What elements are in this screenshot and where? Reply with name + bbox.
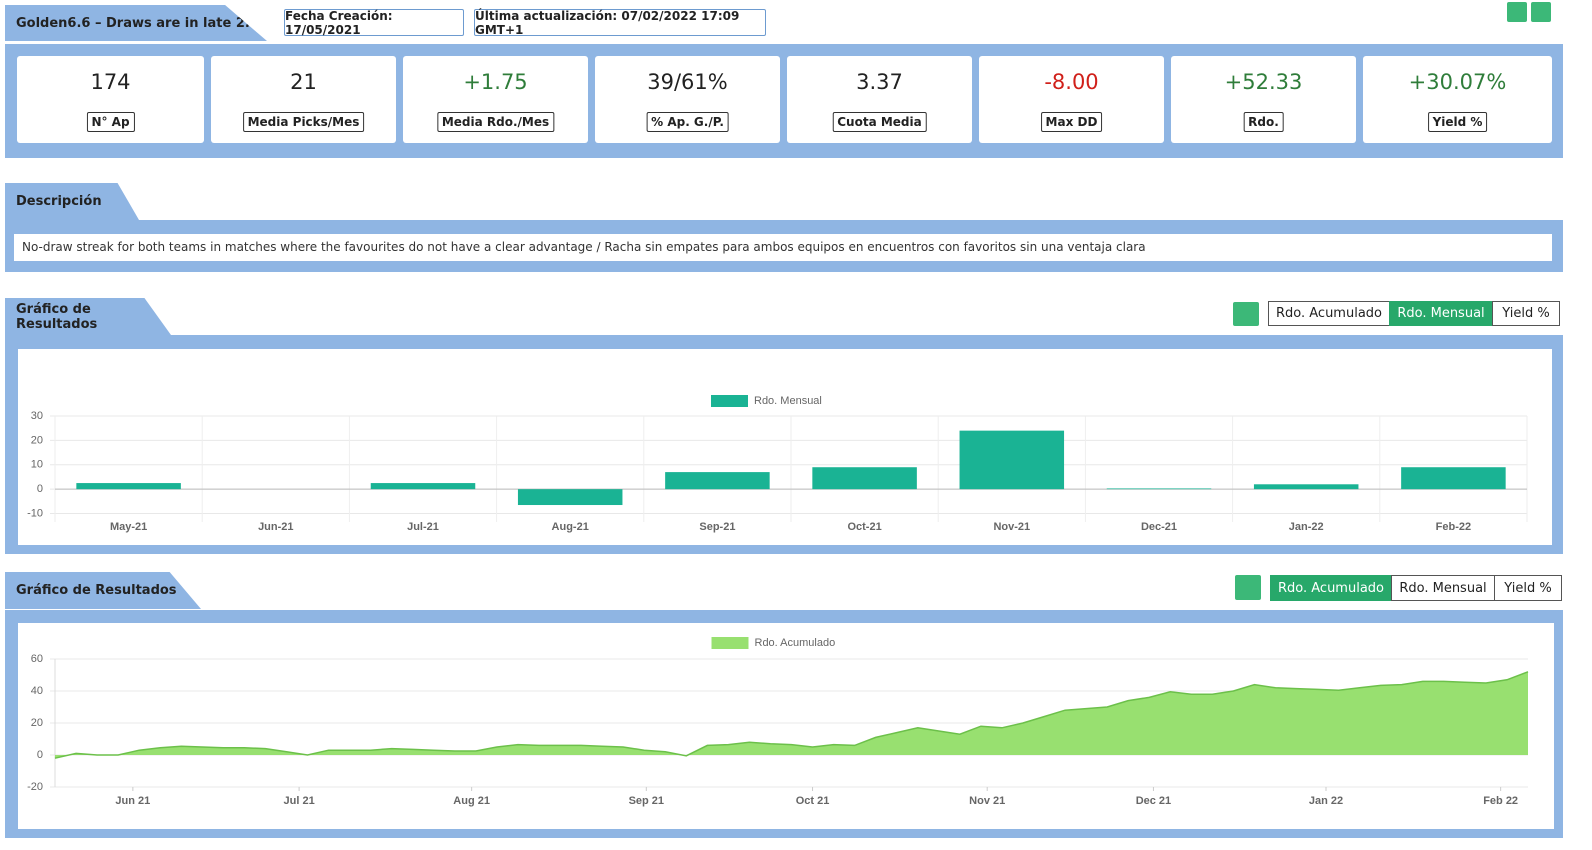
bar [1106,488,1212,490]
y-tick-label: 20 [31,434,43,446]
x-tick-label: Dec-21 [1141,521,1177,533]
x-tick-label: Jun-21 [258,521,293,533]
stat-label: Yield % [1427,112,1488,132]
chart-title: Gráfico de Resultados [5,298,171,335]
y-tick-label: 0 [37,749,43,761]
stat-value: -8.00 [1044,70,1099,94]
header-title: Golden6.6 – Draws are in late 2.0 [5,5,267,41]
bar [370,483,476,490]
bar [665,472,770,490]
x-tick-label: Aug-21 [552,521,589,533]
bar [1401,467,1506,490]
y-tick-label: 60 [31,653,43,665]
stat-label: Max DD [1040,112,1103,132]
stat-value: 21 [290,70,317,94]
stat-card: 39/61% % Ap. G./P. [595,56,780,143]
stat-card: 21 Media Picks/Mes [211,56,396,143]
toggle-button[interactable]: Rdo. Mensual [1389,301,1493,326]
chart-area [18,349,1552,545]
x-tick-label: Dec 21 [1136,795,1171,807]
updated-date: Última actualización: 07/02/2022 17:09 G… [474,9,766,37]
x-tick-label: Feb-22 [1436,521,1471,533]
y-tick-label: 10 [31,459,43,471]
legend-label: Rdo. Mensual [754,395,822,407]
stats-panel: 174 N° Ap 21 Media Picks/Mes +1.75 Media Rd… [5,44,1563,158]
bar [959,430,1065,490]
x-tick-label: Sep-21 [699,521,735,533]
download-button[interactable] [1233,302,1259,326]
x-tick-label: Aug 21 [453,795,490,807]
bar [1253,484,1359,490]
stat-value: 174 [90,70,131,94]
stat-value: +30.07% [1408,70,1507,94]
mail-icon[interactable] [1531,2,1551,22]
x-tick-label: Oct-21 [847,521,881,533]
legend-swatch [711,395,748,407]
stat-card: 174 N° Ap [17,56,204,143]
x-tick-label: May-21 [110,521,147,533]
stat-value: +52.33 [1224,70,1303,94]
y-tick-label: 30 [31,410,43,422]
x-tick-label: Jul-21 [407,521,439,533]
chart-panel [5,335,1563,554]
area-fill [55,671,1528,759]
stat-card: 3.37 Cuota Media [787,56,972,143]
y-tick-label: -20 [27,781,43,793]
bar [812,467,917,490]
legend-swatch [711,637,749,649]
x-tick-label: Jan 22 [1309,795,1343,807]
stat-label: Media Picks/Mes [242,112,365,132]
toggle-button[interactable]: Yield % [1492,301,1560,326]
toggle-button[interactable]: Rdo. Acumulado [1270,575,1392,601]
y-tick-label: 20 [31,717,43,729]
stat-card: -8.00 Max DD [979,56,1164,143]
y-tick-label: -10 [27,507,43,519]
stat-card: +52.33 Rdo. [1171,56,1356,143]
stat-label: Rdo. [1243,112,1284,132]
toggle-button[interactable]: Yield % [1494,575,1562,601]
x-tick-label: Sep 21 [629,795,664,807]
x-tick-label: Jul 21 [284,795,315,807]
y-tick-label: 0 [37,483,43,495]
stat-card: +30.07% Yield % [1363,56,1552,143]
legend-label: Rdo. Acumulado [755,637,836,649]
stat-label: Cuota Media [832,112,927,132]
download-icon[interactable] [1507,2,1527,22]
description-text: No-draw streak for both teams in matches… [14,234,1552,261]
x-tick-label: Jun 21 [115,795,150,807]
description-panel: No-draw streak for both teams in matches… [5,220,1563,272]
x-tick-label: Jan-22 [1289,521,1324,533]
stat-value: 3.37 [856,70,903,94]
x-tick-label: Oct 21 [796,795,830,807]
x-tick-label: Feb 22 [1483,795,1518,807]
toggle-button[interactable]: Rdo. Mensual [1391,575,1495,601]
stat-card: +1.75 Media Rdo./Mes [403,56,588,143]
chart-title: Gráfico de Resultados [5,572,201,609]
description-title: Descripción [5,183,139,220]
bar [517,489,623,506]
stat-label: Media Rdo./Mes [436,112,555,132]
y-tick-label: 40 [31,685,43,697]
download-button[interactable] [1235,575,1261,600]
x-tick-label: Nov-21 [993,521,1030,533]
stat-label: % Ap. G./P. [646,112,729,132]
stat-value: +1.75 [463,70,528,94]
line [54,671,1529,759]
stat-value: 39/61% [647,70,728,94]
x-tick-label: Nov 21 [969,795,1005,807]
created-date: Fecha Creación: 17/05/2021 [284,9,464,37]
stat-label: N° Ap [86,112,135,132]
bar [76,483,181,490]
